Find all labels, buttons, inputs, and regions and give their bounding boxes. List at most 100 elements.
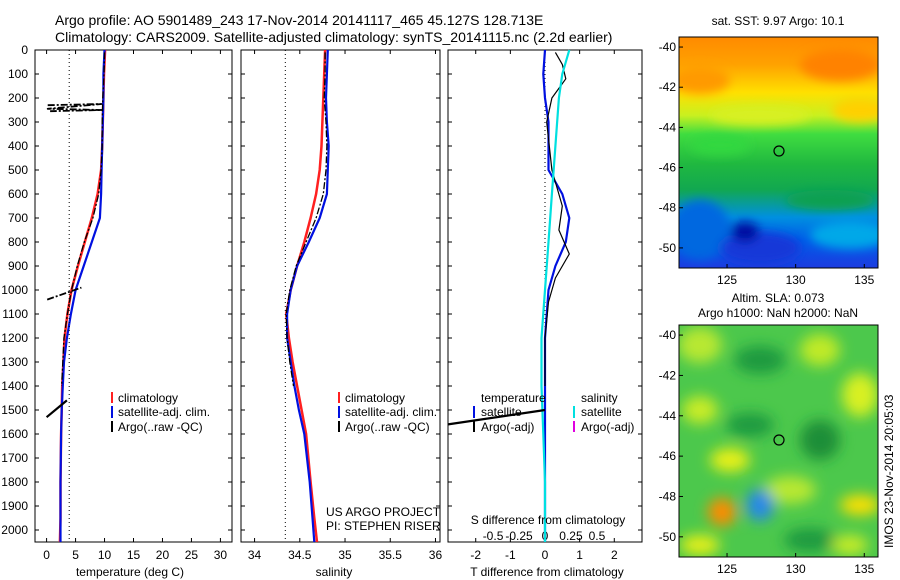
- series-argo-raw-spike-2: [46, 286, 82, 301]
- map-lon-label: 125: [717, 273, 737, 287]
- x-tick-label: 20: [156, 548, 170, 562]
- series-climatology: [284, 49, 327, 543]
- depth-tick-label: 1500: [1, 403, 28, 417]
- depth-tick-label: 1600: [1, 427, 28, 441]
- temperature-legend: climatology satellite-adj. clim. Argo(..…: [111, 391, 210, 434]
- map-lon-label: 135: [854, 562, 874, 576]
- project-line-1: US ARGO PROJECT: [326, 505, 441, 519]
- depth-tick-label: 2000: [1, 523, 28, 537]
- legend-label-s-satellite: satellite: [581, 405, 622, 419]
- depth-tick-label: 900: [8, 259, 28, 273]
- depth-tick-label: 500: [8, 163, 28, 177]
- sla-map-title: Altim. SLA: 0.073: [732, 291, 825, 305]
- depth-tick-label: 1800: [1, 475, 28, 489]
- series-argo-raw-spike-1: [46, 103, 104, 113]
- x-tick-label: 15: [127, 548, 141, 562]
- x-tick-label: 25: [185, 548, 199, 562]
- x-tick-label: 10: [98, 548, 112, 562]
- difference-plot: -2 -1 0 1 2-0.5 -0.25 0 0.25 0.5: [447, 49, 642, 562]
- map-lat-label: -42: [659, 80, 677, 94]
- map-lat-label: -42: [659, 368, 677, 382]
- legend-label-argo: Argo(..raw -QC): [118, 420, 203, 434]
- sst-map-title: sat. SST: 9.97 Argo: 10.1: [712, 14, 845, 28]
- map-lat-label: -40: [659, 328, 677, 342]
- x-tick-label: -1: [505, 548, 516, 562]
- legend-label-climatology: climatology: [118, 391, 178, 405]
- x-tick-label: -2: [470, 548, 481, 562]
- s-tick-label: -0.25: [505, 529, 533, 543]
- header-line-2: Climatology: CARS2009. Satellite-adjuste…: [55, 29, 612, 45]
- x-tick-label: 0: [43, 548, 50, 562]
- header-line-1: Argo profile: AO 5901489_243 17-Nov-2014…: [55, 12, 543, 28]
- sst-map-frame: [678, 36, 879, 269]
- x-tick-label: 34: [248, 548, 262, 562]
- legend-label-t-satellite: satellite: [481, 405, 522, 419]
- s-tick-label: -0.5: [483, 529, 504, 543]
- map-lat-label: -46: [659, 449, 677, 463]
- series-satellite-adj-clim: [59, 49, 106, 542]
- imos-timestamp: IMOS 23-Nov-2014 20:05:03: [882, 394, 896, 548]
- x-tick-label: 36: [429, 548, 443, 562]
- salinity-plot: 34 34.5 35 35.5 36: [241, 49, 443, 562]
- map-lon-label: 125: [717, 562, 737, 576]
- depth-tick-label: 100: [8, 67, 28, 81]
- map-lon-label: 130: [786, 273, 806, 287]
- depth-tick-label: 400: [8, 139, 28, 153]
- difference-legend: temperature salinity satellite Argo(-adj…: [473, 391, 634, 434]
- x-tick-label: 1: [576, 548, 583, 562]
- legend-title-salinity: salinity: [581, 391, 618, 405]
- map-lat-label: -50: [659, 530, 677, 544]
- x-tick-label: 5: [72, 548, 79, 562]
- depth-tick-label: 800: [8, 235, 28, 249]
- legend-label-s-argo: Argo(-adj): [581, 420, 634, 434]
- temperature-panel: [34, 49, 233, 543]
- series-argo-raw-qc: [61, 52, 106, 387]
- depth-tick-label: 1900: [1, 499, 28, 513]
- s-tick-label: 0.25: [559, 529, 583, 543]
- s-difference-label: S difference from climatology: [471, 513, 626, 527]
- depth-tick-label: 1100: [2, 307, 28, 321]
- temperature-plot: 0 5 10 15 20 25 30: [35, 49, 232, 562]
- map-lat-label: -48: [659, 201, 677, 215]
- depth-tick-label: 1200: [1, 331, 28, 345]
- legend-label-satellite: satellite-adj. clim.: [345, 405, 437, 419]
- legend-label-t-argo: Argo(-adj): [481, 420, 534, 434]
- depth-tick-label: 600: [8, 187, 28, 201]
- series-argo-raw-qc: [285, 52, 328, 387]
- legend-label-satellite: satellite-adj. clim.: [118, 405, 210, 419]
- sst-argo-marker: [773, 145, 785, 157]
- map-lat-label: -46: [659, 161, 677, 175]
- series-satellite-adj-clim: [286, 49, 330, 543]
- sla-map: [679, 325, 878, 557]
- legend-label-argo: Argo(..raw -QC): [345, 420, 430, 434]
- series-argo-raw-spike-3: [45, 399, 68, 419]
- depth-tick-label: 0: [21, 43, 28, 57]
- x-tick-label: 35: [338, 548, 352, 562]
- depth-tick-label: 1300: [1, 355, 28, 369]
- legend-title-temperature: temperature: [481, 391, 546, 405]
- x-tick-label: 0: [542, 548, 549, 562]
- depth-tick-label: 200: [8, 91, 28, 105]
- depth-tick-label: 1000: [1, 283, 28, 297]
- series-t-satellite: [542, 49, 571, 542]
- x-tick-label: 34.5: [288, 548, 312, 562]
- depth-tick-label: 700: [8, 211, 28, 225]
- map-lat-label: -44: [659, 409, 677, 423]
- salinity-axis-label: salinity: [316, 565, 353, 579]
- legend-label-climatology: climatology: [345, 391, 405, 405]
- depth-tick-labels: 0 100 200 300 400 500 600 700 800 900 1000 1100 1200…: [1, 43, 28, 537]
- sst-map: [679, 37, 878, 268]
- map-lat-label: -40: [659, 40, 677, 54]
- project-line-2: PI: STEPHEN RISER: [326, 519, 441, 533]
- series-t-argo-spike: [447, 408, 546, 426]
- salinity-legend: climatology satellite-adj. clim. Argo(..…: [338, 391, 437, 434]
- series-s-satellite: [540, 49, 571, 542]
- depth-tick-label: 1700: [1, 451, 28, 465]
- depth-tick-label: 300: [8, 115, 28, 129]
- difference-axis-label: T difference from climatology: [470, 565, 624, 579]
- map-lon-label: 135: [854, 273, 874, 287]
- s-tick-label: 0.5: [589, 529, 606, 543]
- x-tick-label: 35.5: [379, 548, 403, 562]
- temperature-axis-label: temperature (deg C): [76, 565, 184, 579]
